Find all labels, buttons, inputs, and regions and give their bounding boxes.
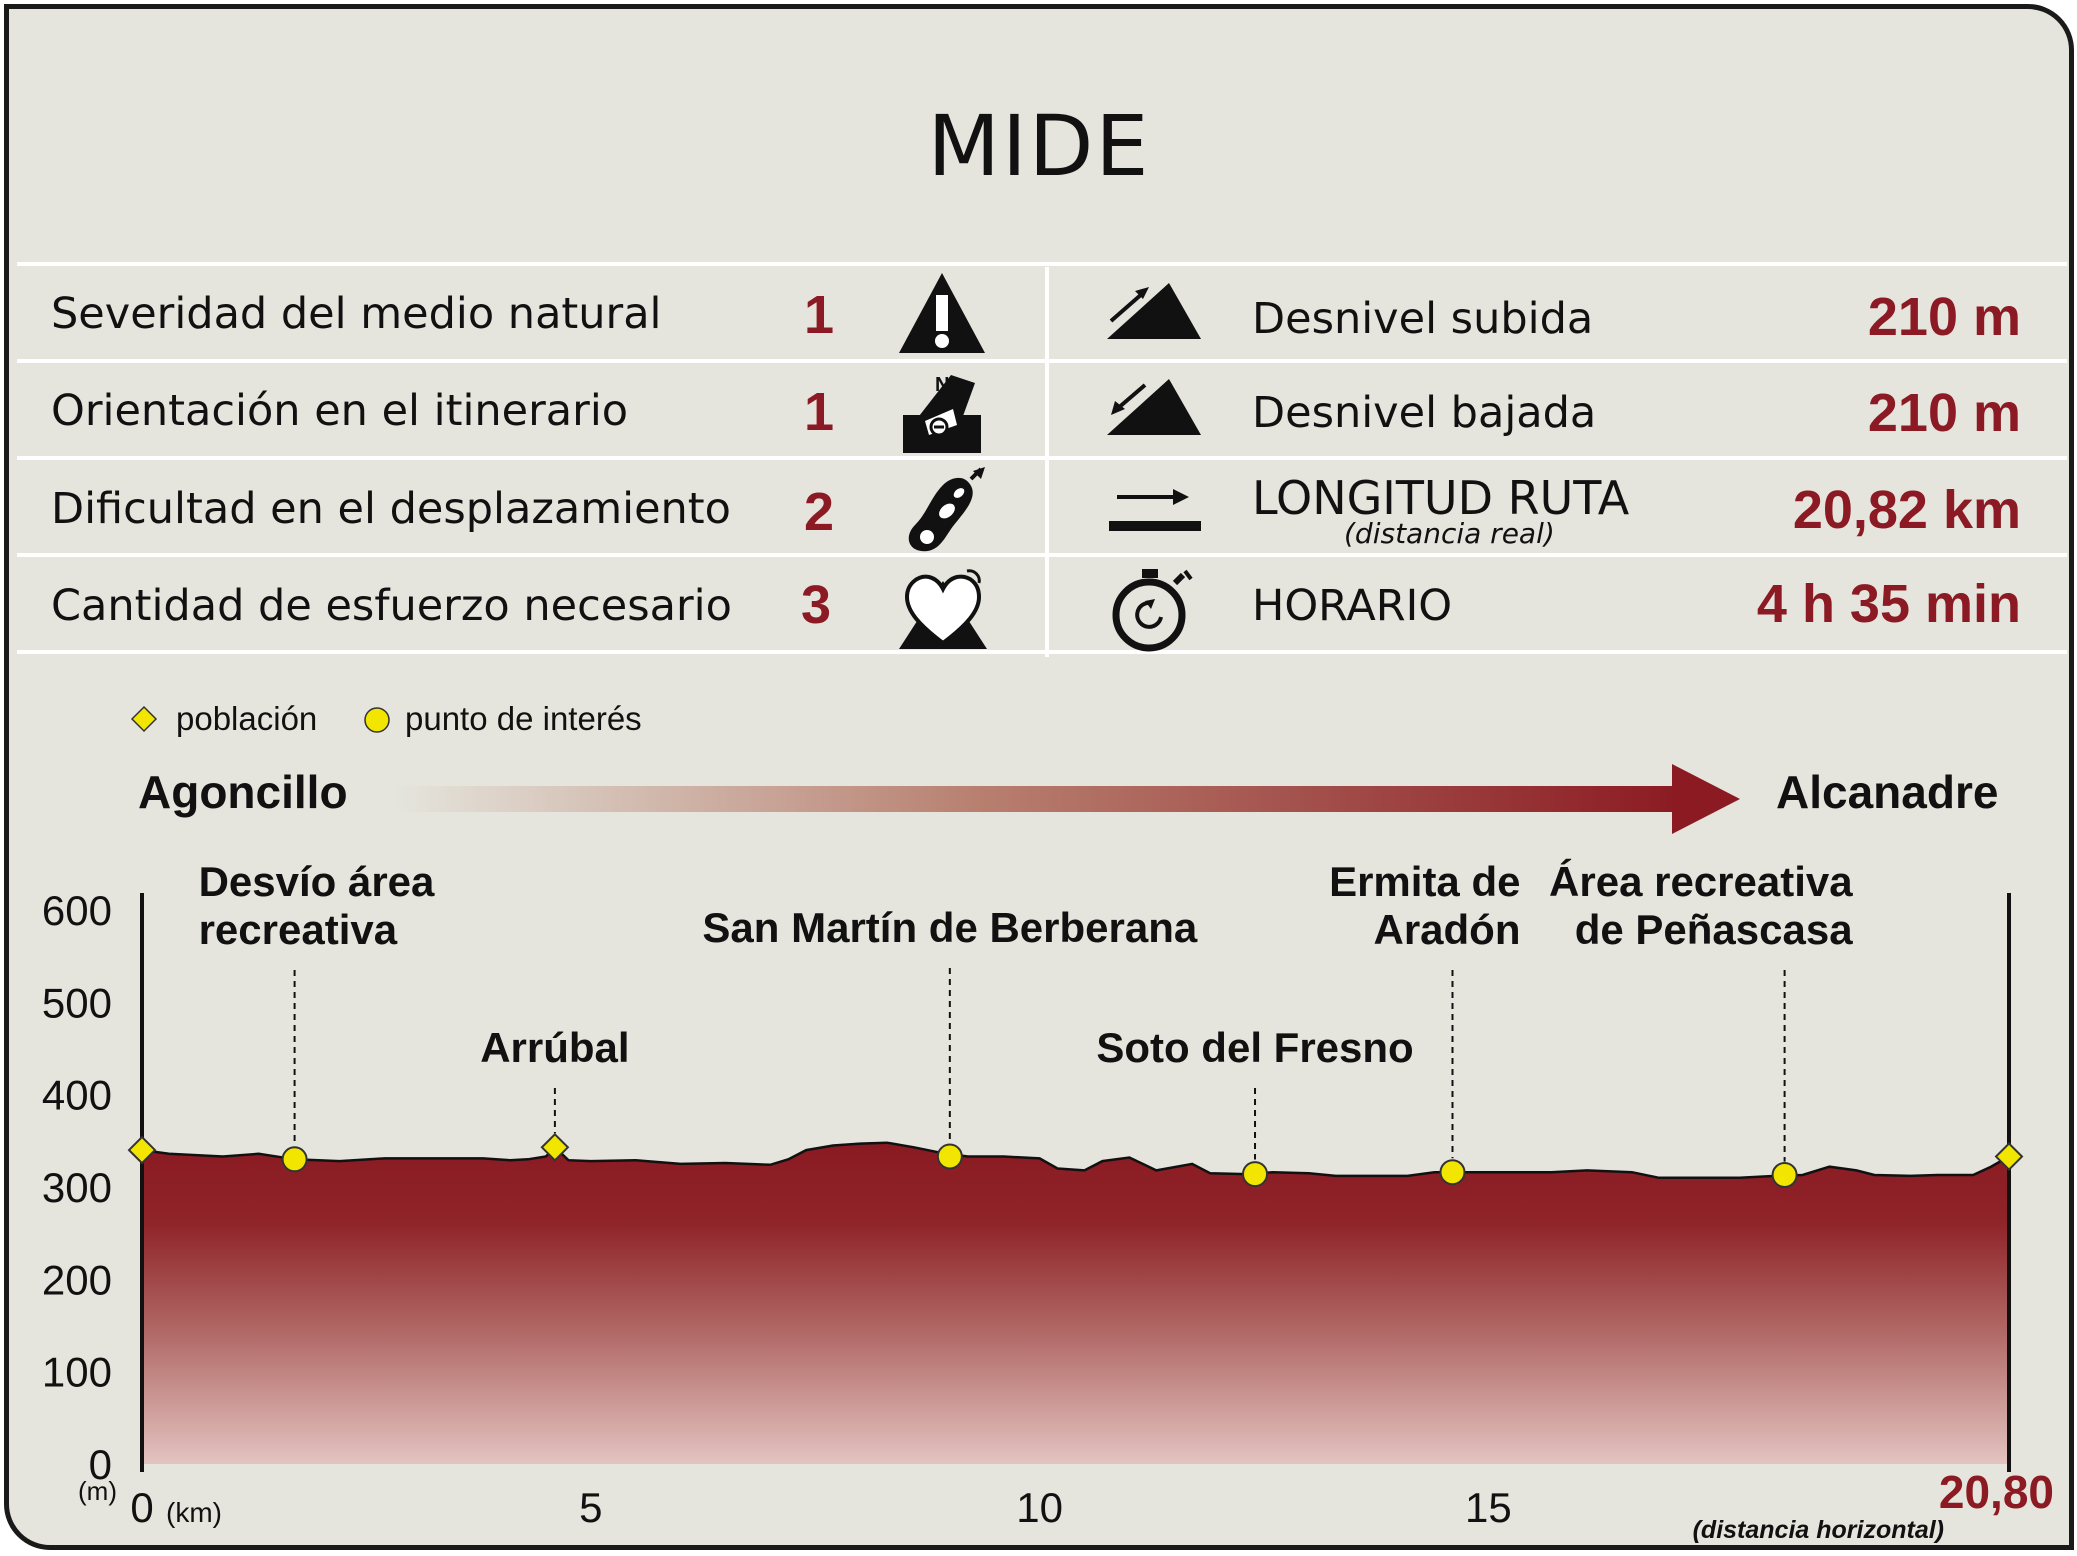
ascent-value: 210 m [1867, 287, 2021, 347]
table-divider [17, 359, 2067, 363]
direction-arrow-shaft [394, 786, 1684, 812]
heart-effort-icon [899, 569, 987, 649]
x-tick-label: 0 [130, 1484, 153, 1531]
x-end-value: 20,80 [1939, 1466, 2054, 1518]
descent-label: Desnivel bajada [1252, 388, 1597, 438]
y-tick-label: 500 [42, 979, 112, 1026]
annotation-label: San Martín de Berberana [702, 904, 1197, 951]
stopwatch-icon [1112, 569, 1193, 652]
warning-triangle-icon [899, 273, 985, 353]
descent-value: 210 m [1867, 383, 2021, 443]
ascent-slope-icon [1107, 283, 1201, 339]
descent-slope-icon [1107, 379, 1201, 435]
annotation-label: Ermita de [1329, 858, 1520, 905]
poi-marker [1771, 1161, 1798, 1188]
elevation-area [142, 1142, 2009, 1464]
town-legend-label: población [176, 700, 317, 737]
y-axis-unit: (m) [78, 1476, 117, 1506]
table-divider [17, 262, 2067, 266]
town-marker [1994, 1142, 2024, 1171]
town-marker [127, 1135, 157, 1165]
y-tick-label: 400 [42, 1072, 112, 1119]
annotation-label: de Peñascasa [1575, 906, 1854, 953]
x-tick-label: 10 [1016, 1484, 1063, 1531]
annotation-label: Área recreativa [1549, 858, 1853, 905]
poi-marker [1439, 1159, 1466, 1186]
time-label: HORARIO [1252, 581, 1453, 631]
severity-label: Severidad del medio natural [51, 289, 662, 339]
length-label: LONGITUD RUTA [1252, 471, 1630, 525]
table-column-divider [1045, 267, 1049, 657]
town-marker [540, 1132, 570, 1162]
y-tick-label: 300 [42, 1164, 112, 1211]
footprint-icon [908, 467, 985, 552]
annotation-label: Soto del Fresno [1096, 1024, 1413, 1071]
distance-arrow-icon [1109, 489, 1201, 531]
poi-legend-label: punto de interés [405, 700, 642, 737]
y-tick-label: 100 [42, 1349, 112, 1396]
annotation-label: Aradón [1373, 906, 1520, 953]
town-legend-marker [130, 705, 158, 733]
poi-marker [936, 1143, 963, 1170]
x-axis-unit: (km) [166, 1497, 222, 1528]
ascent-label: Desnivel subida [1252, 294, 1594, 344]
orientation-value: 1 [804, 382, 835, 442]
x-axis-note: (distancia horizontal) [1693, 1516, 1944, 1544]
poi-marker [281, 1146, 308, 1173]
effort-value: 3 [801, 575, 832, 635]
annotation-label: Desvío área [199, 858, 435, 905]
orientation-compass-icon: N [903, 374, 981, 453]
x-tick-label: 5 [579, 1484, 602, 1531]
page-title: MIDE [927, 97, 1151, 195]
severity-value: 1 [804, 285, 835, 345]
difficulty-value: 2 [804, 482, 835, 542]
annotation-label: Arrúbal [480, 1024, 629, 1071]
x-tick-label: 15 [1465, 1484, 1512, 1531]
poi-legend-marker [364, 707, 390, 733]
length-value: 20,82 km [1792, 480, 2021, 540]
effort-label: Cantidad de esfuerzo necesario [51, 581, 732, 631]
elevation-line [141, 1141, 2010, 1180]
time-value: 4 h 35 min [1756, 574, 2021, 634]
y-tick-label: 600 [42, 887, 112, 934]
direction-arrow-icon [1672, 764, 1740, 834]
orientation-label: Orientación en el itinerario [51, 386, 629, 436]
svg-text:N: N [935, 374, 949, 396]
end-town-label: Alcanadre [1776, 766, 1998, 818]
table-divider [17, 456, 2067, 460]
annotation-label: recreativa [199, 906, 398, 953]
length-sublabel: (distancia real) [1344, 517, 1555, 550]
y-tick-label: 200 [42, 1256, 112, 1303]
table-divider [17, 650, 2067, 654]
poi-marker [1242, 1161, 1269, 1188]
start-town-label: Agoncillo [138, 766, 348, 818]
table-divider [17, 553, 2067, 557]
y-tick-label: 0 [89, 1441, 112, 1488]
difficulty-label: Dificultad en el desplazamiento [51, 484, 731, 534]
